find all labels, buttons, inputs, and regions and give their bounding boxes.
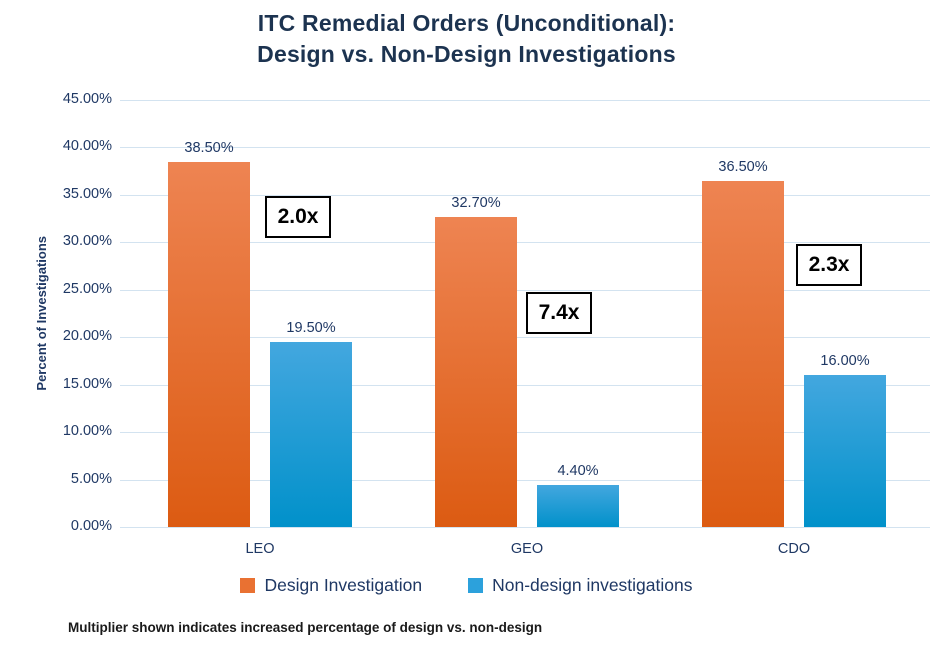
data-label-design-GEO: 32.70% <box>451 195 501 211</box>
data-label-non-design-CDO: 16.00% <box>820 353 870 369</box>
y-tick-label-30: 30.00% <box>62 233 112 249</box>
x-axis-label-GEO: GEO <box>510 541 544 557</box>
data-label-design-CDO: 36.50% <box>718 159 768 175</box>
multiplier-box-GEO: 7.4x <box>526 292 592 334</box>
gridline-10 <box>120 432 930 433</box>
legend-item-non-design: Non-design investigations <box>468 575 693 596</box>
bar-non-design-GEO <box>537 485 619 527</box>
gridline-20 <box>120 337 930 338</box>
bar-design-GEO <box>435 217 517 527</box>
multiplier-box-LEO: 2.0x <box>265 196 331 238</box>
bar-non-design-LEO <box>270 342 352 527</box>
chart-title-line-1: ITC Remedial Orders (Unconditional): <box>257 10 676 36</box>
gridline-15 <box>120 385 930 386</box>
gridline-5 <box>120 480 930 481</box>
legend-item-design: Design Investigation <box>240 575 422 596</box>
gridline-0 <box>120 527 930 528</box>
y-tick-label-35: 35.00% <box>62 186 112 202</box>
data-label-non-design-GEO: 4.40% <box>557 463 599 479</box>
multiplier-box-CDO: 2.3x <box>796 244 862 286</box>
gridline-25 <box>120 290 930 291</box>
footnote: Multiplier shown indicates increased per… <box>68 620 543 635</box>
bar-non-design-CDO <box>804 375 886 527</box>
gridline-30 <box>120 242 930 243</box>
bar-design-CDO <box>702 181 784 527</box>
y-tick-label-40: 40.00% <box>62 138 112 154</box>
data-label-non-design-LEO: 19.50% <box>286 320 336 336</box>
legend-swatch-icon <box>240 578 256 593</box>
x-axis-label-LEO: LEO <box>245 541 275 557</box>
legend-label: Design Investigation <box>264 575 423 595</box>
y-tick-label-0: 0.00% <box>70 518 112 534</box>
chart-title: ITC Remedial Orders (Unconditional): Des… <box>0 8 933 70</box>
y-axis-title-container: Percent of Investigations <box>28 100 54 527</box>
chart-title-line-2: Design vs. Non-Design Investigations <box>257 41 676 67</box>
data-label-design-LEO: 38.50% <box>184 140 234 156</box>
x-axis-label-CDO: CDO <box>777 541 811 557</box>
gridline-45 <box>120 100 930 101</box>
plot-area: 38.50% 32.70% 36.50% 19.50% 4.40% 16.00% 2.0x 7… <box>120 100 930 528</box>
gridline-35 <box>120 195 930 196</box>
gridline-40 <box>120 147 930 148</box>
bar-design-LEO <box>168 162 250 527</box>
legend-label: Non-design investigations <box>492 575 693 595</box>
y-axis-title: Percent of Investigations <box>33 236 49 391</box>
y-tick-label-45: 45.00% <box>62 91 112 107</box>
y-tick-label-5: 5.00% <box>70 471 112 487</box>
y-tick-label-15: 15.00% <box>62 376 112 392</box>
legend: Design Investigation Non-design investiga… <box>0 575 933 596</box>
y-tick-label-20: 20.00% <box>62 328 112 344</box>
y-tick-label-25: 25.00% <box>62 281 112 297</box>
legend-swatch-icon <box>468 578 484 593</box>
y-tick-label-10: 10.00% <box>62 423 112 439</box>
